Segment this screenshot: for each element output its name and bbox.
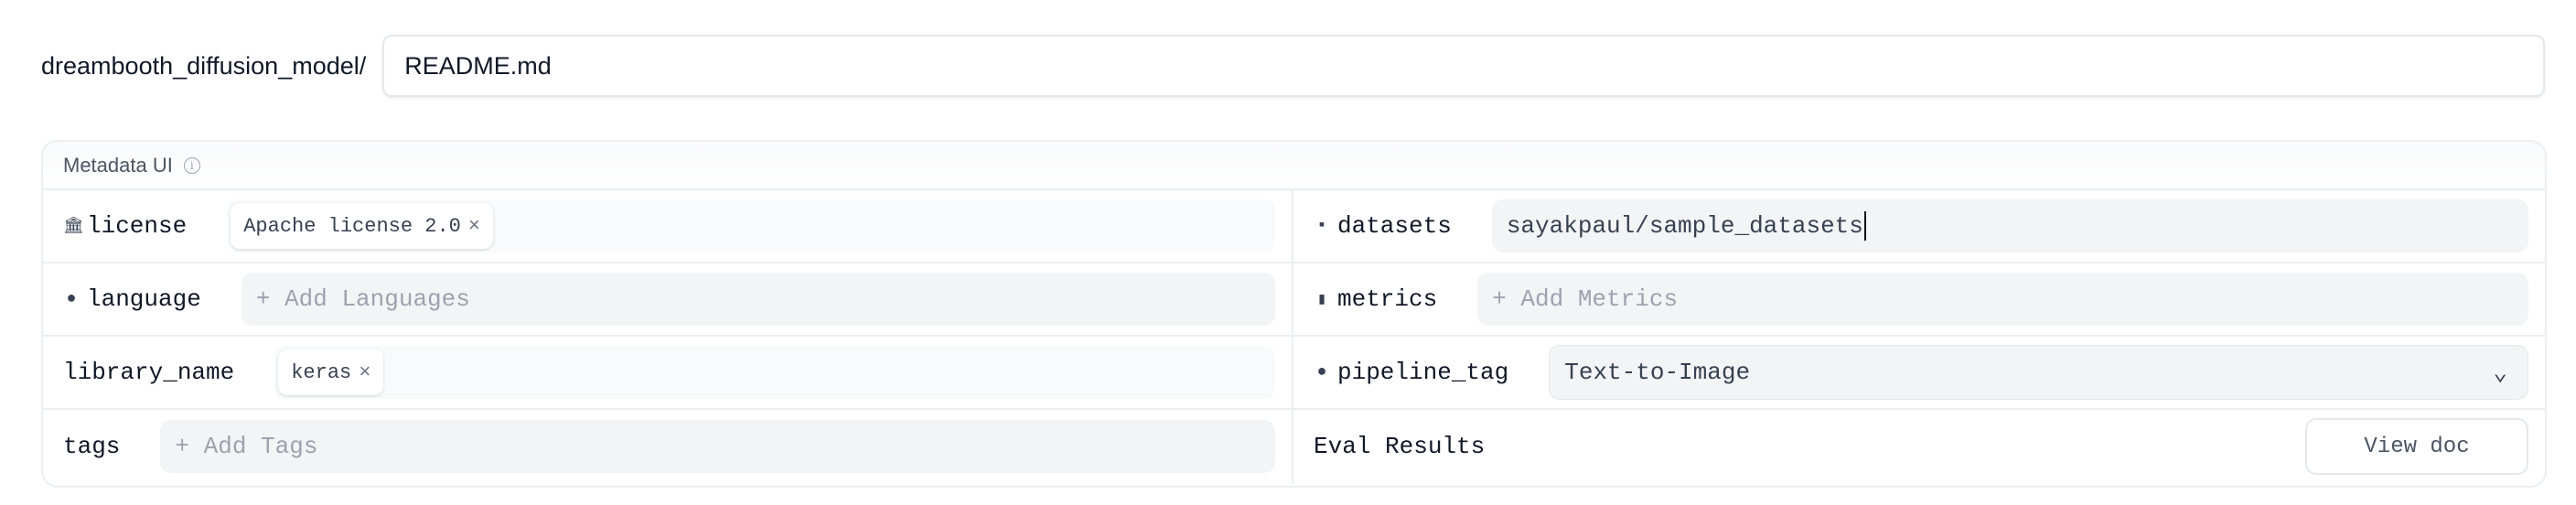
library-chip: keras × xyxy=(278,349,384,395)
bank-icon: 🏛︎ xyxy=(63,218,84,236)
pipeline-tag-value: Text-to-Image xyxy=(1564,359,1751,386)
chip-label: Apache license 2.0 xyxy=(243,214,461,238)
language-row: ● language + Add Languages xyxy=(43,263,1293,337)
tags-label: tags xyxy=(63,433,121,460)
info-icon[interactable]: i xyxy=(183,156,200,174)
metadata-title: Metadata UI xyxy=(63,153,173,177)
pipeline-tag-row: ● pipeline_tag Text-to-Image ⌄ xyxy=(1293,337,2545,410)
tags-input[interactable]: + Add Tags xyxy=(160,420,1275,473)
library-name-label: library_name xyxy=(63,359,235,386)
metadata-header: Metadata UI i xyxy=(43,142,2545,190)
language-placeholder: + Add Languages xyxy=(255,285,470,313)
filename-value: README.md xyxy=(404,51,552,80)
chevron-down-icon: ⌄ xyxy=(2493,359,2507,387)
tags-row: tags + Add Tags xyxy=(43,410,1293,483)
pipeline-tag-label: pipeline_tag xyxy=(1337,359,1509,386)
datasets-label: datasets xyxy=(1337,212,1452,240)
tags-placeholder: + Add Tags xyxy=(175,433,318,460)
language-input[interactable]: + Add Languages xyxy=(241,273,1275,326)
bar-chart-icon: ▮ xyxy=(1316,291,1327,309)
speech-bubble-icon: ● xyxy=(66,290,77,308)
close-icon[interactable]: × xyxy=(359,360,371,384)
license-field[interactable]: Apache license 2.0 × xyxy=(227,199,1275,252)
language-label: language xyxy=(87,285,201,313)
eval-results-label: Eval Results xyxy=(1314,433,1486,460)
filename-input[interactable]: README.md xyxy=(382,35,2545,97)
datasets-input[interactable]: sayakpaul/sample_datasets xyxy=(1491,199,2528,252)
eval-results-row: Eval Results View doc xyxy=(1293,410,2545,483)
library-name-field[interactable]: keras × xyxy=(274,346,1275,399)
file-path-row: dreambooth_diffusion_model/ README.md xyxy=(41,35,2545,97)
license-chip: Apache license 2.0 × xyxy=(231,203,494,249)
text-cursor xyxy=(1863,211,1866,241)
metadata-panel: Metadata UI i 🏛︎ license Apache license … xyxy=(41,140,2547,488)
license-label: license xyxy=(87,212,188,240)
metrics-row: ▮ metrics + Add Metrics xyxy=(1293,263,2545,337)
chip-label: keras xyxy=(291,360,352,384)
view-doc-button[interactable]: View doc xyxy=(2305,418,2528,475)
database-icon: ▪ xyxy=(1316,217,1327,235)
datasets-value: sayakpaul/sample_datasets xyxy=(1506,212,1863,240)
metrics-label: metrics xyxy=(1337,285,1438,313)
metrics-placeholder: + Add Metrics xyxy=(1492,285,1679,313)
folder-path: dreambooth_diffusion_model/ xyxy=(41,51,367,80)
pipeline-icon: ● xyxy=(1316,363,1327,381)
pipeline-tag-select[interactable]: Text-to-Image ⌄ xyxy=(1549,345,2528,400)
license-row: 🏛︎ license Apache license 2.0 × xyxy=(43,190,1293,263)
library-name-row: library_name keras × xyxy=(43,337,1293,410)
datasets-row: ▪ datasets sayakpaul/sample_datasets xyxy=(1293,190,2545,263)
metrics-input[interactable]: + Add Metrics xyxy=(1477,273,2528,326)
close-icon[interactable]: × xyxy=(467,214,481,238)
